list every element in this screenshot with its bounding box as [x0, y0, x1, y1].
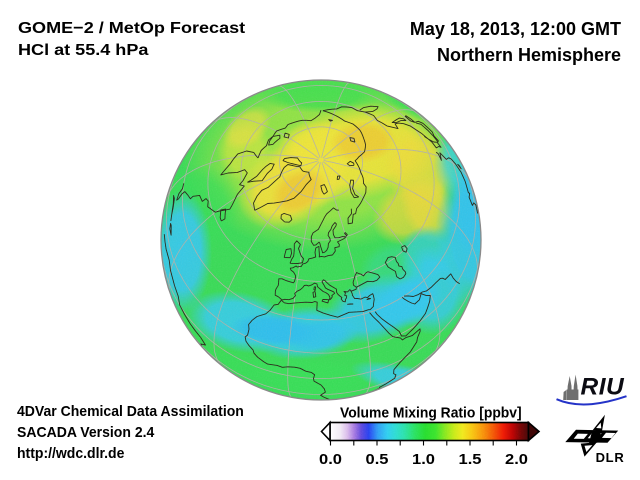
- svg-text:0.0: 0.0: [319, 452, 342, 468]
- svg-text:2.0: 2.0: [505, 452, 528, 468]
- svg-text:Volume Mixing Ratio [ppbv]: Volume Mixing Ratio [ppbv]: [340, 405, 522, 422]
- svg-text:RIU: RIU: [581, 374, 626, 401]
- svg-text:0.5: 0.5: [366, 452, 389, 468]
- svg-text:1.0: 1.0: [412, 452, 435, 468]
- svg-text:DLR: DLR: [596, 450, 625, 465]
- svg-text:1.5: 1.5: [459, 452, 482, 468]
